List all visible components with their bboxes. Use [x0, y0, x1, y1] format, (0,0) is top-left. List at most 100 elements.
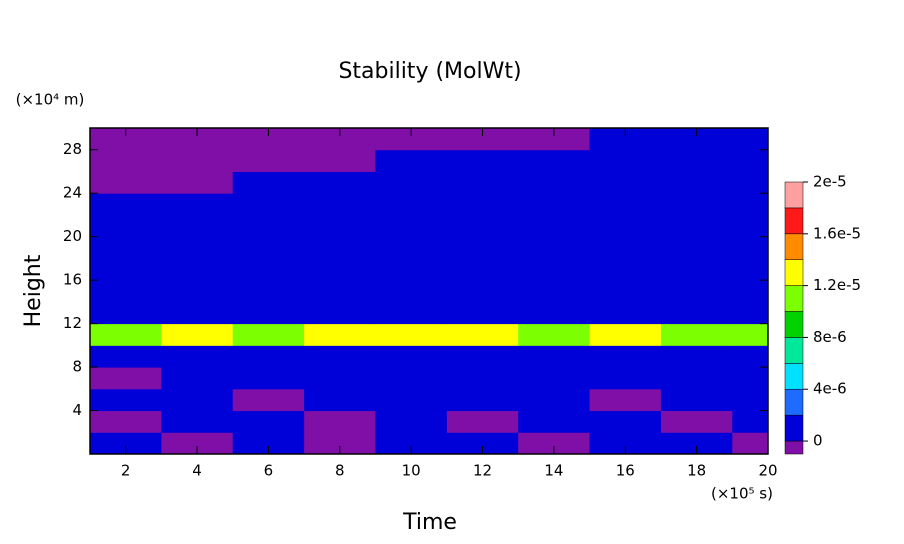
- contour-cell: [90, 280, 162, 303]
- contour-cell: [232, 193, 305, 216]
- contour-cell: [232, 149, 305, 172]
- contour-cell: [232, 388, 305, 412]
- contour-cell: [732, 301, 769, 325]
- contour-cell: [589, 432, 662, 455]
- contour-cell: [589, 345, 662, 368]
- colorbar-tick-label: 0: [813, 432, 823, 450]
- contour-cell: [375, 388, 448, 412]
- colorbar-tick-label: 1.2e-5: [813, 276, 861, 294]
- contour-cell: [90, 301, 162, 325]
- contour-cell: [518, 432, 591, 455]
- contour-cell: [446, 432, 519, 455]
- colorbar-swatch: [784, 311, 804, 338]
- contour-cell: [518, 388, 591, 412]
- contour-cell: [589, 367, 662, 390]
- contour-cell: [232, 128, 305, 151]
- contour-cell: [161, 280, 234, 303]
- x-tick-label: 14: [544, 462, 563, 480]
- contour-cell: [446, 323, 519, 346]
- contour-cell: [732, 388, 769, 412]
- contour-cell: [732, 149, 769, 172]
- contour-cell: [589, 128, 662, 151]
- colorbar-swatch: [784, 337, 804, 364]
- contour-cell: [660, 171, 733, 194]
- contour-cell: [232, 410, 305, 433]
- colorbar-swatch: [784, 285, 804, 312]
- contour-cell: [589, 193, 662, 216]
- y-tick-label: 4: [72, 401, 82, 419]
- contour-cell: [446, 171, 519, 194]
- contour-cell: [375, 280, 448, 303]
- contour-cell: [375, 410, 448, 433]
- contour-cell: [732, 236, 769, 259]
- contour-cell: [161, 193, 234, 216]
- contour-cell: [589, 214, 662, 238]
- contour-cell: [518, 301, 591, 325]
- contour-cell: [90, 214, 162, 238]
- contour-cell: [90, 432, 162, 455]
- contour-cell: [90, 258, 162, 281]
- contour-cell: [375, 171, 448, 194]
- colorbar-tick-label: 4e-6: [813, 380, 847, 398]
- contour-cell: [589, 171, 662, 194]
- contour-cell: [375, 214, 448, 238]
- contour-cell: [304, 236, 376, 259]
- contour-cell: [732, 280, 769, 303]
- contour-cell: [232, 258, 305, 281]
- contour-cell: [732, 258, 769, 281]
- contour-cell: [660, 410, 733, 433]
- colorbar-swatch: [784, 414, 804, 442]
- contour-cell: [375, 367, 448, 390]
- contour-cell: [161, 367, 234, 390]
- contour-cell: [446, 128, 519, 151]
- contour-cell: [161, 388, 234, 412]
- contour-cell: [446, 367, 519, 390]
- contour-cell: [518, 236, 591, 259]
- contour-cell: [660, 193, 733, 216]
- contour-cell: [161, 432, 234, 455]
- contour-cell: [304, 323, 376, 346]
- contour-cell: [375, 258, 448, 281]
- contour-cell: [518, 171, 591, 194]
- contour-cell: [446, 301, 519, 325]
- contour-cell: [161, 345, 234, 368]
- contour-cell: [518, 193, 591, 216]
- contour-cell: [518, 149, 591, 172]
- contour-cell: [660, 128, 733, 151]
- contour-cell: [660, 236, 733, 259]
- contour-cell: [232, 214, 305, 238]
- contour-cell: [446, 214, 519, 238]
- contour-cell: [90, 171, 162, 194]
- contour-cell: [304, 432, 376, 455]
- x-axis-label: Time: [402, 510, 457, 535]
- contour-cell: [304, 171, 376, 194]
- contour-cell: [161, 149, 234, 172]
- contour-cell: [660, 280, 733, 303]
- x-tick-label: 4: [192, 462, 202, 480]
- contour-cell: [589, 149, 662, 172]
- colorbar-tick-label: 1.6e-5: [813, 224, 861, 242]
- contour-cell: [518, 323, 591, 346]
- contour-cell: [518, 410, 591, 433]
- contour-cell: [732, 171, 769, 194]
- contour-cell: [304, 345, 376, 368]
- contour-cell: [446, 236, 519, 259]
- contour-cell: [589, 323, 662, 346]
- contour-cell: [589, 258, 662, 281]
- contour-cell: [375, 345, 448, 368]
- contour-cell: [518, 128, 591, 151]
- contour-cell: [232, 171, 305, 194]
- contour-cell: [304, 149, 376, 172]
- y-tick-label: 20: [63, 227, 82, 245]
- y-tick-label: 16: [63, 271, 82, 289]
- colorbar-swatch: [784, 363, 804, 390]
- contour-cell: [90, 236, 162, 259]
- colorbar-swatch: [784, 233, 804, 260]
- x-tick-label: 20: [758, 462, 777, 480]
- colorbar-swatch: [784, 440, 804, 455]
- contour-cell: [732, 128, 769, 151]
- contour-cell: [375, 149, 448, 172]
- contour-cell: [660, 323, 733, 346]
- y-tick-label: 12: [63, 314, 82, 332]
- contour-cell: [304, 410, 376, 433]
